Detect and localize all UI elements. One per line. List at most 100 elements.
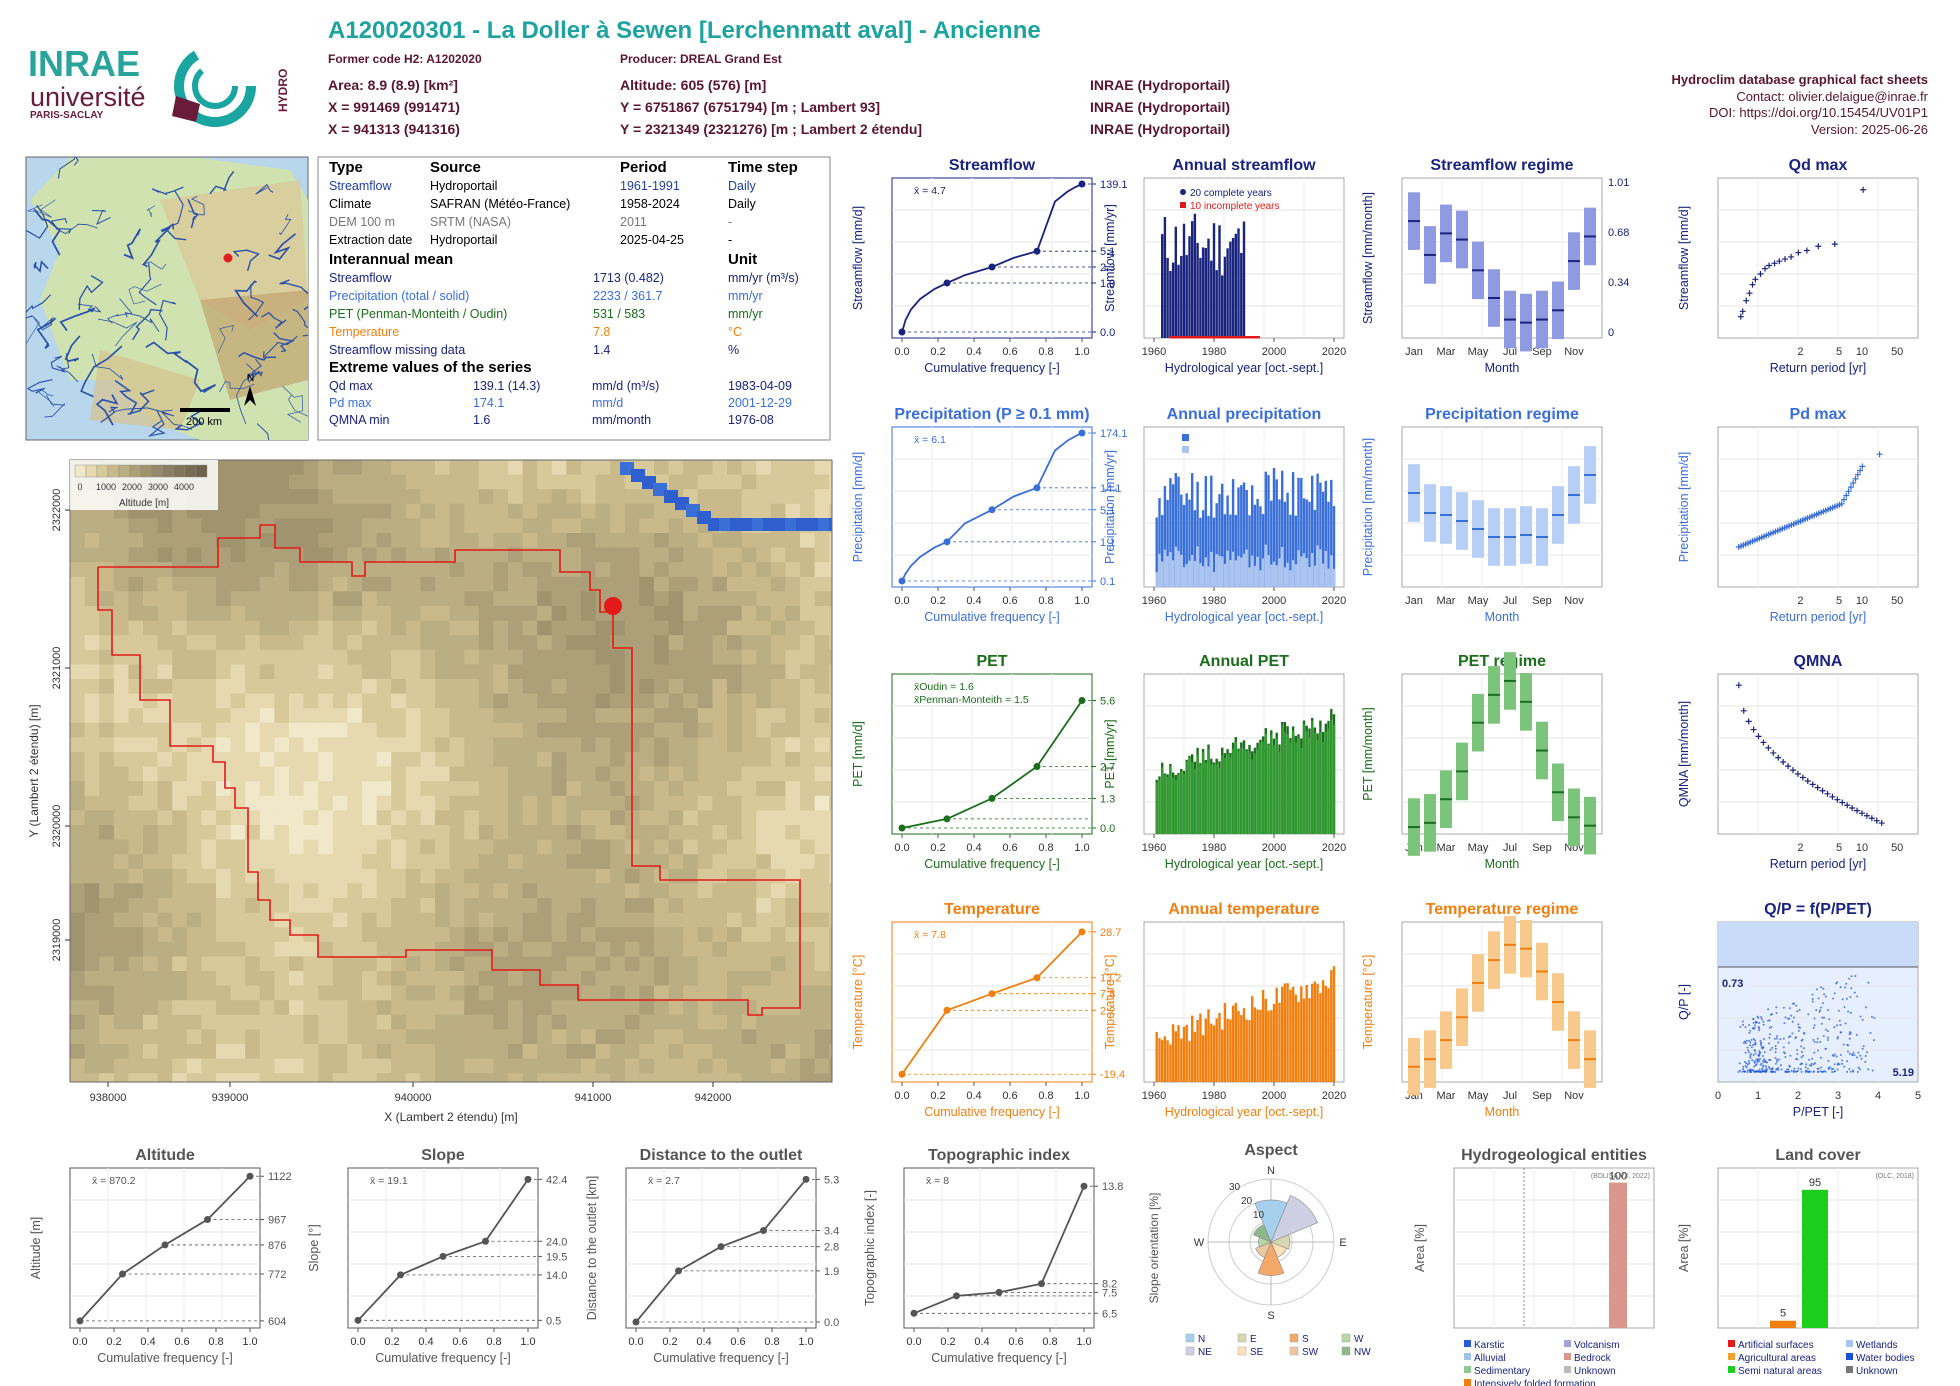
bar-secondary	[1245, 751, 1248, 834]
dem-cell	[610, 1014, 626, 1030]
dem-cell	[654, 576, 670, 592]
point	[1765, 1067, 1768, 1070]
dem-cell	[610, 956, 626, 972]
doi-link[interactable]: DOI: https://doi.org/10.15454/UV01P1	[1709, 105, 1928, 120]
dem-cell	[332, 956, 348, 972]
bar	[1242, 482, 1246, 587]
dem-cell	[420, 533, 436, 549]
dem-cell	[245, 1073, 261, 1082]
dem-cell	[70, 810, 86, 826]
dem-cell	[376, 1058, 392, 1074]
dem-cell	[449, 620, 465, 636]
dem-cell	[245, 474, 261, 490]
legend-swatch	[1464, 1379, 1471, 1386]
dem-cell	[201, 752, 217, 768]
dem-cell	[551, 781, 567, 797]
dem-cell	[216, 606, 232, 622]
bar	[1191, 473, 1194, 587]
interannual-title: Interannual mean	[329, 251, 453, 268]
dem-cell	[697, 956, 713, 972]
point	[1835, 982, 1838, 985]
bar-secondary	[1204, 557, 1207, 587]
point	[1757, 1069, 1760, 1072]
dem-cell	[785, 737, 801, 753]
dem-cell	[99, 839, 115, 855]
mean-label: x̄ = 870.2	[92, 1175, 136, 1187]
dem-cell	[522, 898, 538, 914]
scatter-point	[1831, 241, 1838, 248]
y-tick-label: 2319000	[51, 919, 63, 962]
bar	[1204, 248, 1207, 338]
dem-cell	[230, 722, 246, 738]
dem-cell	[391, 985, 407, 1001]
dem-cell	[668, 795, 684, 811]
dem-cell	[551, 912, 567, 928]
dem-cell	[157, 854, 173, 870]
point	[1760, 1042, 1763, 1045]
dem-cell	[143, 781, 159, 797]
x-tick-label: 0.8	[1042, 1336, 1057, 1348]
dem-cell	[318, 664, 334, 680]
dem-cell	[274, 664, 290, 680]
dem-cell	[566, 1044, 582, 1060]
dem-cell	[566, 898, 582, 914]
dem-cell	[464, 883, 480, 899]
point	[1836, 1068, 1839, 1071]
dem-cell	[332, 985, 348, 1001]
dem-cell	[581, 898, 597, 914]
dem-cell	[259, 810, 275, 826]
bar-secondary	[1242, 553, 1246, 587]
x-tick-label: 0.8	[1038, 1090, 1053, 1102]
bar-secondary	[1196, 546, 1199, 587]
dem-cell	[727, 460, 743, 476]
dem-cell	[464, 868, 480, 884]
point	[1775, 1035, 1778, 1038]
dem-cell	[157, 737, 173, 753]
dem-cell	[654, 781, 670, 797]
dem-cell	[756, 956, 772, 972]
dem-cell	[829, 868, 832, 884]
point	[1791, 1020, 1794, 1023]
point	[1758, 1068, 1761, 1071]
dem-cell	[128, 635, 144, 651]
dem-cell	[727, 562, 743, 578]
dem-cell	[449, 708, 465, 724]
x-tick-label: 941000	[575, 1092, 612, 1104]
dem-cell	[84, 941, 100, 957]
dem-cell	[624, 1073, 640, 1082]
dem-cell	[829, 941, 832, 957]
dem-cell	[639, 1044, 655, 1060]
point	[1793, 1067, 1796, 1070]
dem-cell	[318, 810, 334, 826]
y-axis-label: Streamflow [mm/d]	[851, 206, 865, 310]
dem-cell	[449, 971, 465, 987]
scatter-point	[1737, 313, 1744, 320]
dem-cell	[216, 766, 232, 782]
dem-cell	[668, 620, 684, 636]
mean-label: x̄Oudin = 1.6	[914, 681, 974, 693]
plot-area	[891, 177, 1093, 339]
bar	[1226, 495, 1229, 587]
dem-cell	[216, 693, 232, 709]
extreme-cell: 2001-12-29	[728, 396, 792, 410]
dem-cell	[362, 547, 378, 563]
dem-cell	[289, 562, 305, 578]
dem-cell	[259, 693, 275, 709]
dem-cell	[70, 1044, 86, 1060]
contact[interactable]: Contact: olivier.delaigue@inrae.fr	[1736, 89, 1928, 104]
dem-cell	[332, 460, 348, 476]
dem-cell	[668, 752, 684, 768]
dem-cell	[610, 854, 626, 870]
dem-cell	[566, 839, 582, 855]
dem-cell	[405, 693, 421, 709]
dem-cell	[216, 460, 232, 476]
dem-cell	[785, 912, 801, 928]
point	[1859, 1015, 1862, 1018]
point	[1798, 1009, 1801, 1011]
dem-cell	[332, 533, 348, 549]
dem-cell	[785, 927, 801, 943]
dem-cell	[70, 1029, 86, 1045]
bar-secondary	[1229, 756, 1232, 834]
dem-cell	[610, 971, 626, 987]
